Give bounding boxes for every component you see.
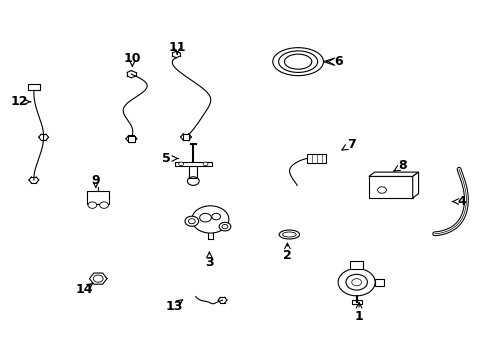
Bar (28, 84, 40, 90)
Text: 12: 12 (10, 95, 28, 108)
Circle shape (337, 269, 374, 296)
Circle shape (351, 279, 361, 286)
Bar (128, 135, 135, 142)
Ellipse shape (279, 230, 299, 239)
Circle shape (191, 206, 228, 233)
Bar (351, 300, 361, 305)
Circle shape (211, 213, 220, 220)
Text: 5: 5 (162, 152, 170, 165)
Circle shape (100, 202, 108, 208)
Text: 10: 10 (123, 52, 141, 65)
Circle shape (345, 274, 366, 290)
Circle shape (188, 219, 195, 224)
Circle shape (88, 202, 97, 208)
Circle shape (178, 162, 183, 166)
Circle shape (219, 222, 230, 231)
Text: 9: 9 (91, 174, 100, 186)
Circle shape (222, 225, 227, 229)
Bar (87, 192, 109, 204)
Ellipse shape (282, 232, 296, 237)
Text: 8: 8 (398, 159, 407, 172)
Circle shape (199, 213, 211, 222)
Bar (374, 279, 383, 286)
Bar (182, 134, 189, 140)
Text: 6: 6 (334, 55, 342, 68)
Circle shape (377, 187, 386, 193)
Bar (306, 154, 326, 163)
Text: 11: 11 (168, 41, 185, 54)
Text: 14: 14 (76, 283, 93, 296)
Text: 7: 7 (346, 138, 355, 150)
Circle shape (187, 177, 199, 185)
Bar (349, 261, 363, 269)
Text: 4: 4 (456, 195, 465, 208)
Circle shape (203, 162, 207, 166)
Text: 1: 1 (354, 310, 363, 323)
Polygon shape (412, 172, 418, 198)
Text: 2: 2 (283, 249, 291, 262)
Bar (175, 162, 211, 166)
Text: 3: 3 (204, 256, 213, 269)
Circle shape (93, 275, 103, 282)
Text: 13: 13 (165, 300, 182, 313)
Circle shape (184, 216, 198, 226)
Bar (368, 176, 412, 198)
Polygon shape (368, 172, 418, 176)
